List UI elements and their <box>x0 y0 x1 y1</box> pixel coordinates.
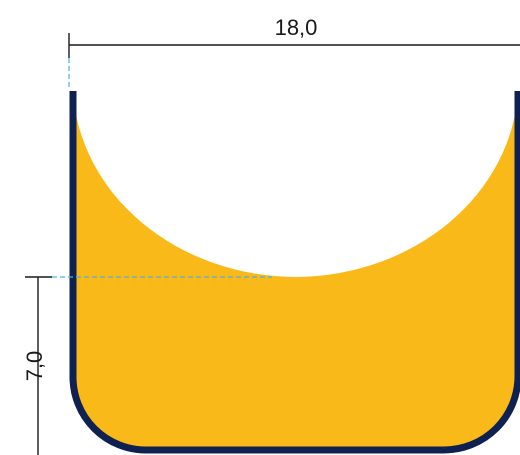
profile-outline <box>69 91 520 454</box>
width-dimension-label: 18,0 <box>275 15 318 40</box>
profile-fill <box>73 91 518 450</box>
height-dimension-label: 7,0 <box>22 351 47 382</box>
